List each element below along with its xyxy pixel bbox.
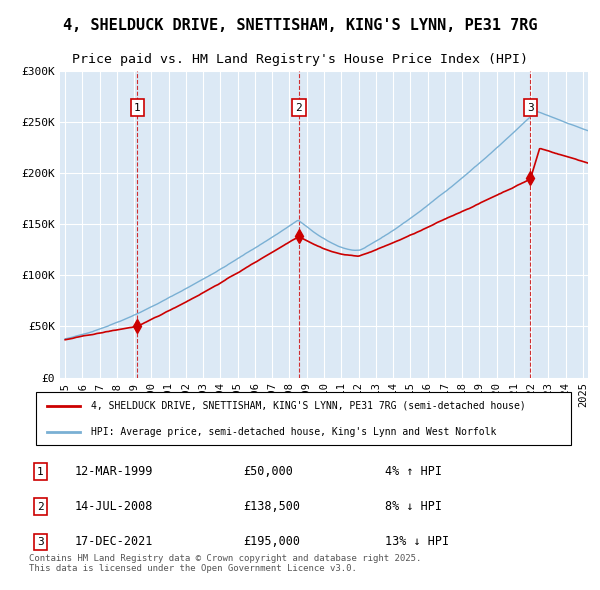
Text: 3: 3 <box>37 537 44 547</box>
Text: 1: 1 <box>37 467 44 477</box>
Text: 4, SHELDUCK DRIVE, SNETTISHAM, KING'S LYNN, PE31 7RG: 4, SHELDUCK DRIVE, SNETTISHAM, KING'S LY… <box>63 18 537 32</box>
Text: 1: 1 <box>134 103 141 113</box>
Text: 4% ↑ HPI: 4% ↑ HPI <box>385 466 442 478</box>
Text: 3: 3 <box>527 103 534 113</box>
Text: Contains HM Land Registry data © Crown copyright and database right 2025.
This d: Contains HM Land Registry data © Crown c… <box>29 553 422 573</box>
Text: HPI: Average price, semi-detached house, King's Lynn and West Norfolk: HPI: Average price, semi-detached house,… <box>91 427 496 437</box>
Text: 8% ↓ HPI: 8% ↓ HPI <box>385 500 442 513</box>
Text: £195,000: £195,000 <box>244 535 301 548</box>
Text: £50,000: £50,000 <box>244 466 293 478</box>
Text: Price paid vs. HM Land Registry's House Price Index (HPI): Price paid vs. HM Land Registry's House … <box>72 53 528 66</box>
Text: 12-MAR-1999: 12-MAR-1999 <box>74 466 153 478</box>
Text: 14-JUL-2008: 14-JUL-2008 <box>74 500 153 513</box>
FancyBboxPatch shape <box>35 392 571 445</box>
Text: 2: 2 <box>295 103 302 113</box>
Text: 13% ↓ HPI: 13% ↓ HPI <box>385 535 449 548</box>
Text: £138,500: £138,500 <box>244 500 301 513</box>
Text: 4, SHELDUCK DRIVE, SNETTISHAM, KING'S LYNN, PE31 7RG (semi-detached house): 4, SHELDUCK DRIVE, SNETTISHAM, KING'S LY… <box>91 401 526 411</box>
Text: 17-DEC-2021: 17-DEC-2021 <box>74 535 153 548</box>
Text: 2: 2 <box>37 502 44 512</box>
